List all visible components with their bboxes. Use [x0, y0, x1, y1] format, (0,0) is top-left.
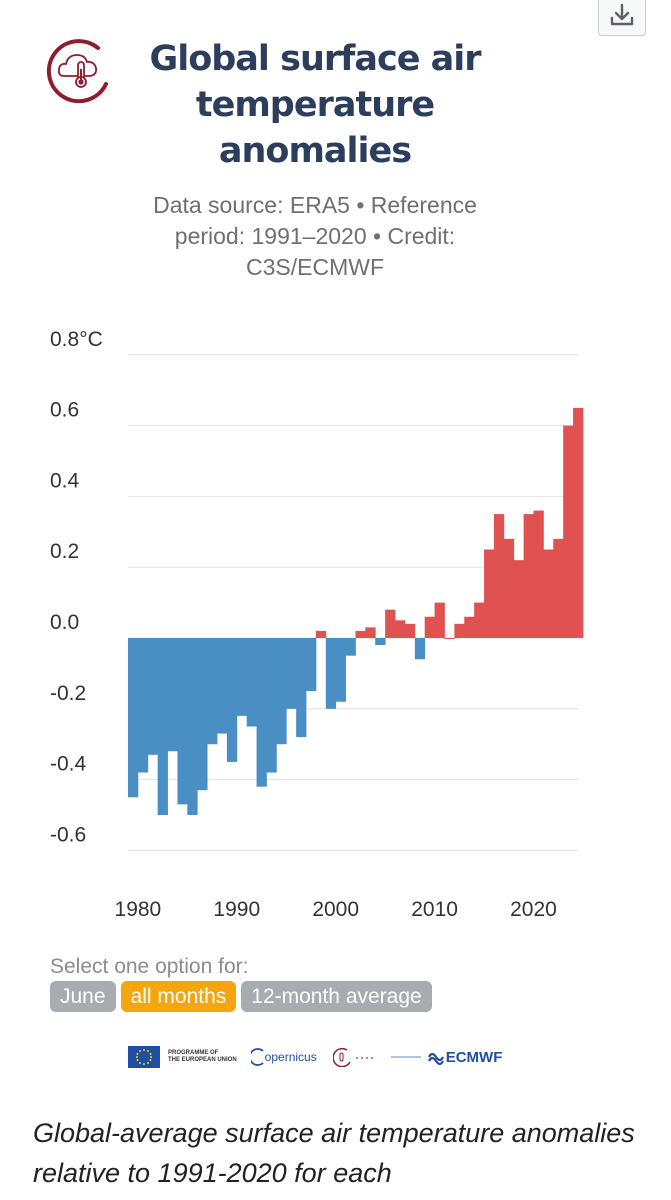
- data-bar: [187, 638, 198, 815]
- data-bar: [256, 638, 267, 787]
- implemented-by-icon: [390, 1056, 421, 1058]
- y-tick-label: -0.6: [50, 823, 86, 846]
- y-tick-label: 0.4: [50, 469, 80, 492]
- data-bar: [484, 549, 495, 638]
- climate-change-service-icon: [332, 1047, 373, 1067]
- chart-subtitle: Data source: ERA5 • Reference period: 19…: [153, 192, 477, 280]
- option-group: June all months 12-month average: [50, 981, 432, 1012]
- data-bar: [345, 638, 356, 656]
- data-bar: [325, 638, 337, 709]
- data-bar: [513, 560, 525, 638]
- data-bar: [335, 638, 346, 702]
- partner-logos: PROGRAMME OF THE EUROPEAN UNION opernicu…: [128, 1040, 502, 1074]
- data-bar: [266, 638, 277, 773]
- download-icon: [610, 3, 634, 26]
- data-bar: [276, 638, 287, 745]
- eu-programme-text-2: THE EUROPEAN UNION: [168, 1057, 237, 1063]
- eu-programme-logo: PROGRAMME OF THE EUROPEAN UNION: [128, 1046, 237, 1068]
- x-tick-label: 2010: [411, 898, 458, 921]
- copernicus-c-icon: [250, 1048, 264, 1066]
- data-bar: [217, 638, 228, 734]
- ecmwf-logo: ECMWF: [390, 1048, 503, 1066]
- data-bar: [563, 425, 574, 638]
- y-tick-label: -0.2: [50, 682, 86, 705]
- data-bar: [434, 602, 445, 638]
- data-bar: [226, 638, 238, 762]
- data-bar: [147, 638, 159, 755]
- chart-title: Global surface air temperature anomalies: [149, 39, 481, 171]
- data-bar: [404, 623, 416, 638]
- y-tick-label: 0.6: [50, 399, 79, 422]
- download-button[interactable]: [598, 0, 646, 36]
- data-bar: [444, 638, 455, 639]
- data-bar: [474, 602, 485, 638]
- ecmwf-text: ECMWF: [445, 1048, 503, 1066]
- x-tick-label: 1980: [115, 898, 162, 921]
- option-12-month-average[interactable]: 12-month average: [241, 981, 432, 1012]
- option-june[interactable]: June: [50, 981, 116, 1012]
- data-bar: [236, 638, 248, 716]
- data-bar: [454, 623, 465, 638]
- data-bar: [414, 638, 426, 660]
- data-bar: [207, 638, 218, 745]
- x-tick-label: 2020: [510, 898, 557, 921]
- data-bar: [395, 620, 406, 638]
- data-bar: [375, 638, 386, 646]
- data-bar: [553, 538, 564, 638]
- data-bar: [493, 514, 505, 638]
- c3s-climate-logo: [46, 39, 108, 104]
- data-bar: [503, 538, 515, 638]
- figure-caption: Global-average surface air temperature a…: [33, 1118, 635, 1188]
- c3s-small-logo: [332, 1047, 381, 1067]
- anomaly-chart: 0.8°C 0.6 0.4 0.2 0.0 -0.2 -0.4 -0.6 1980 1990 200…: [50, 328, 584, 921]
- data-bar: [365, 627, 376, 638]
- eu-flag-icon: [128, 1046, 160, 1068]
- eu-programme-text-1: PROGRAMME OF: [168, 1050, 219, 1056]
- data-bar: [137, 638, 149, 773]
- data-bar: [355, 630, 366, 638]
- data-bar: [157, 638, 168, 815]
- option-all-months[interactable]: all months: [120, 981, 237, 1012]
- data-bar: [523, 514, 534, 638]
- data-bar: [424, 616, 435, 638]
- y-tick-label: -0.4: [50, 753, 87, 776]
- data-bar: [306, 638, 317, 692]
- data-bar: [573, 407, 584, 638]
- data-bar: [543, 549, 554, 638]
- copernicus-text: opernicus: [264, 1050, 317, 1064]
- data-bar: [197, 638, 208, 791]
- y-tick-label: 0.2: [50, 540, 79, 563]
- copernicus-logo: opernicus: [250, 1047, 317, 1067]
- data-bar: [315, 630, 327, 638]
- data-bar: [464, 616, 475, 638]
- data-bar: [246, 638, 257, 727]
- data-bar: [385, 609, 396, 638]
- data-bar: [167, 638, 178, 752]
- data-bar: [296, 638, 307, 738]
- data-bar: [533, 510, 544, 638]
- x-tick-label: 1990: [213, 898, 260, 921]
- ecmwf-swirl-icon: [427, 1052, 444, 1066]
- data-bar: [177, 638, 188, 805]
- x-tick-label: 2000: [312, 898, 359, 921]
- y-tick-label: 0.0: [50, 611, 79, 634]
- select-label: Select one option for:: [50, 955, 249, 978]
- data-bar: [286, 638, 297, 709]
- y-tick-label: 0.8°C: [50, 328, 103, 351]
- data-bar: [128, 638, 139, 798]
